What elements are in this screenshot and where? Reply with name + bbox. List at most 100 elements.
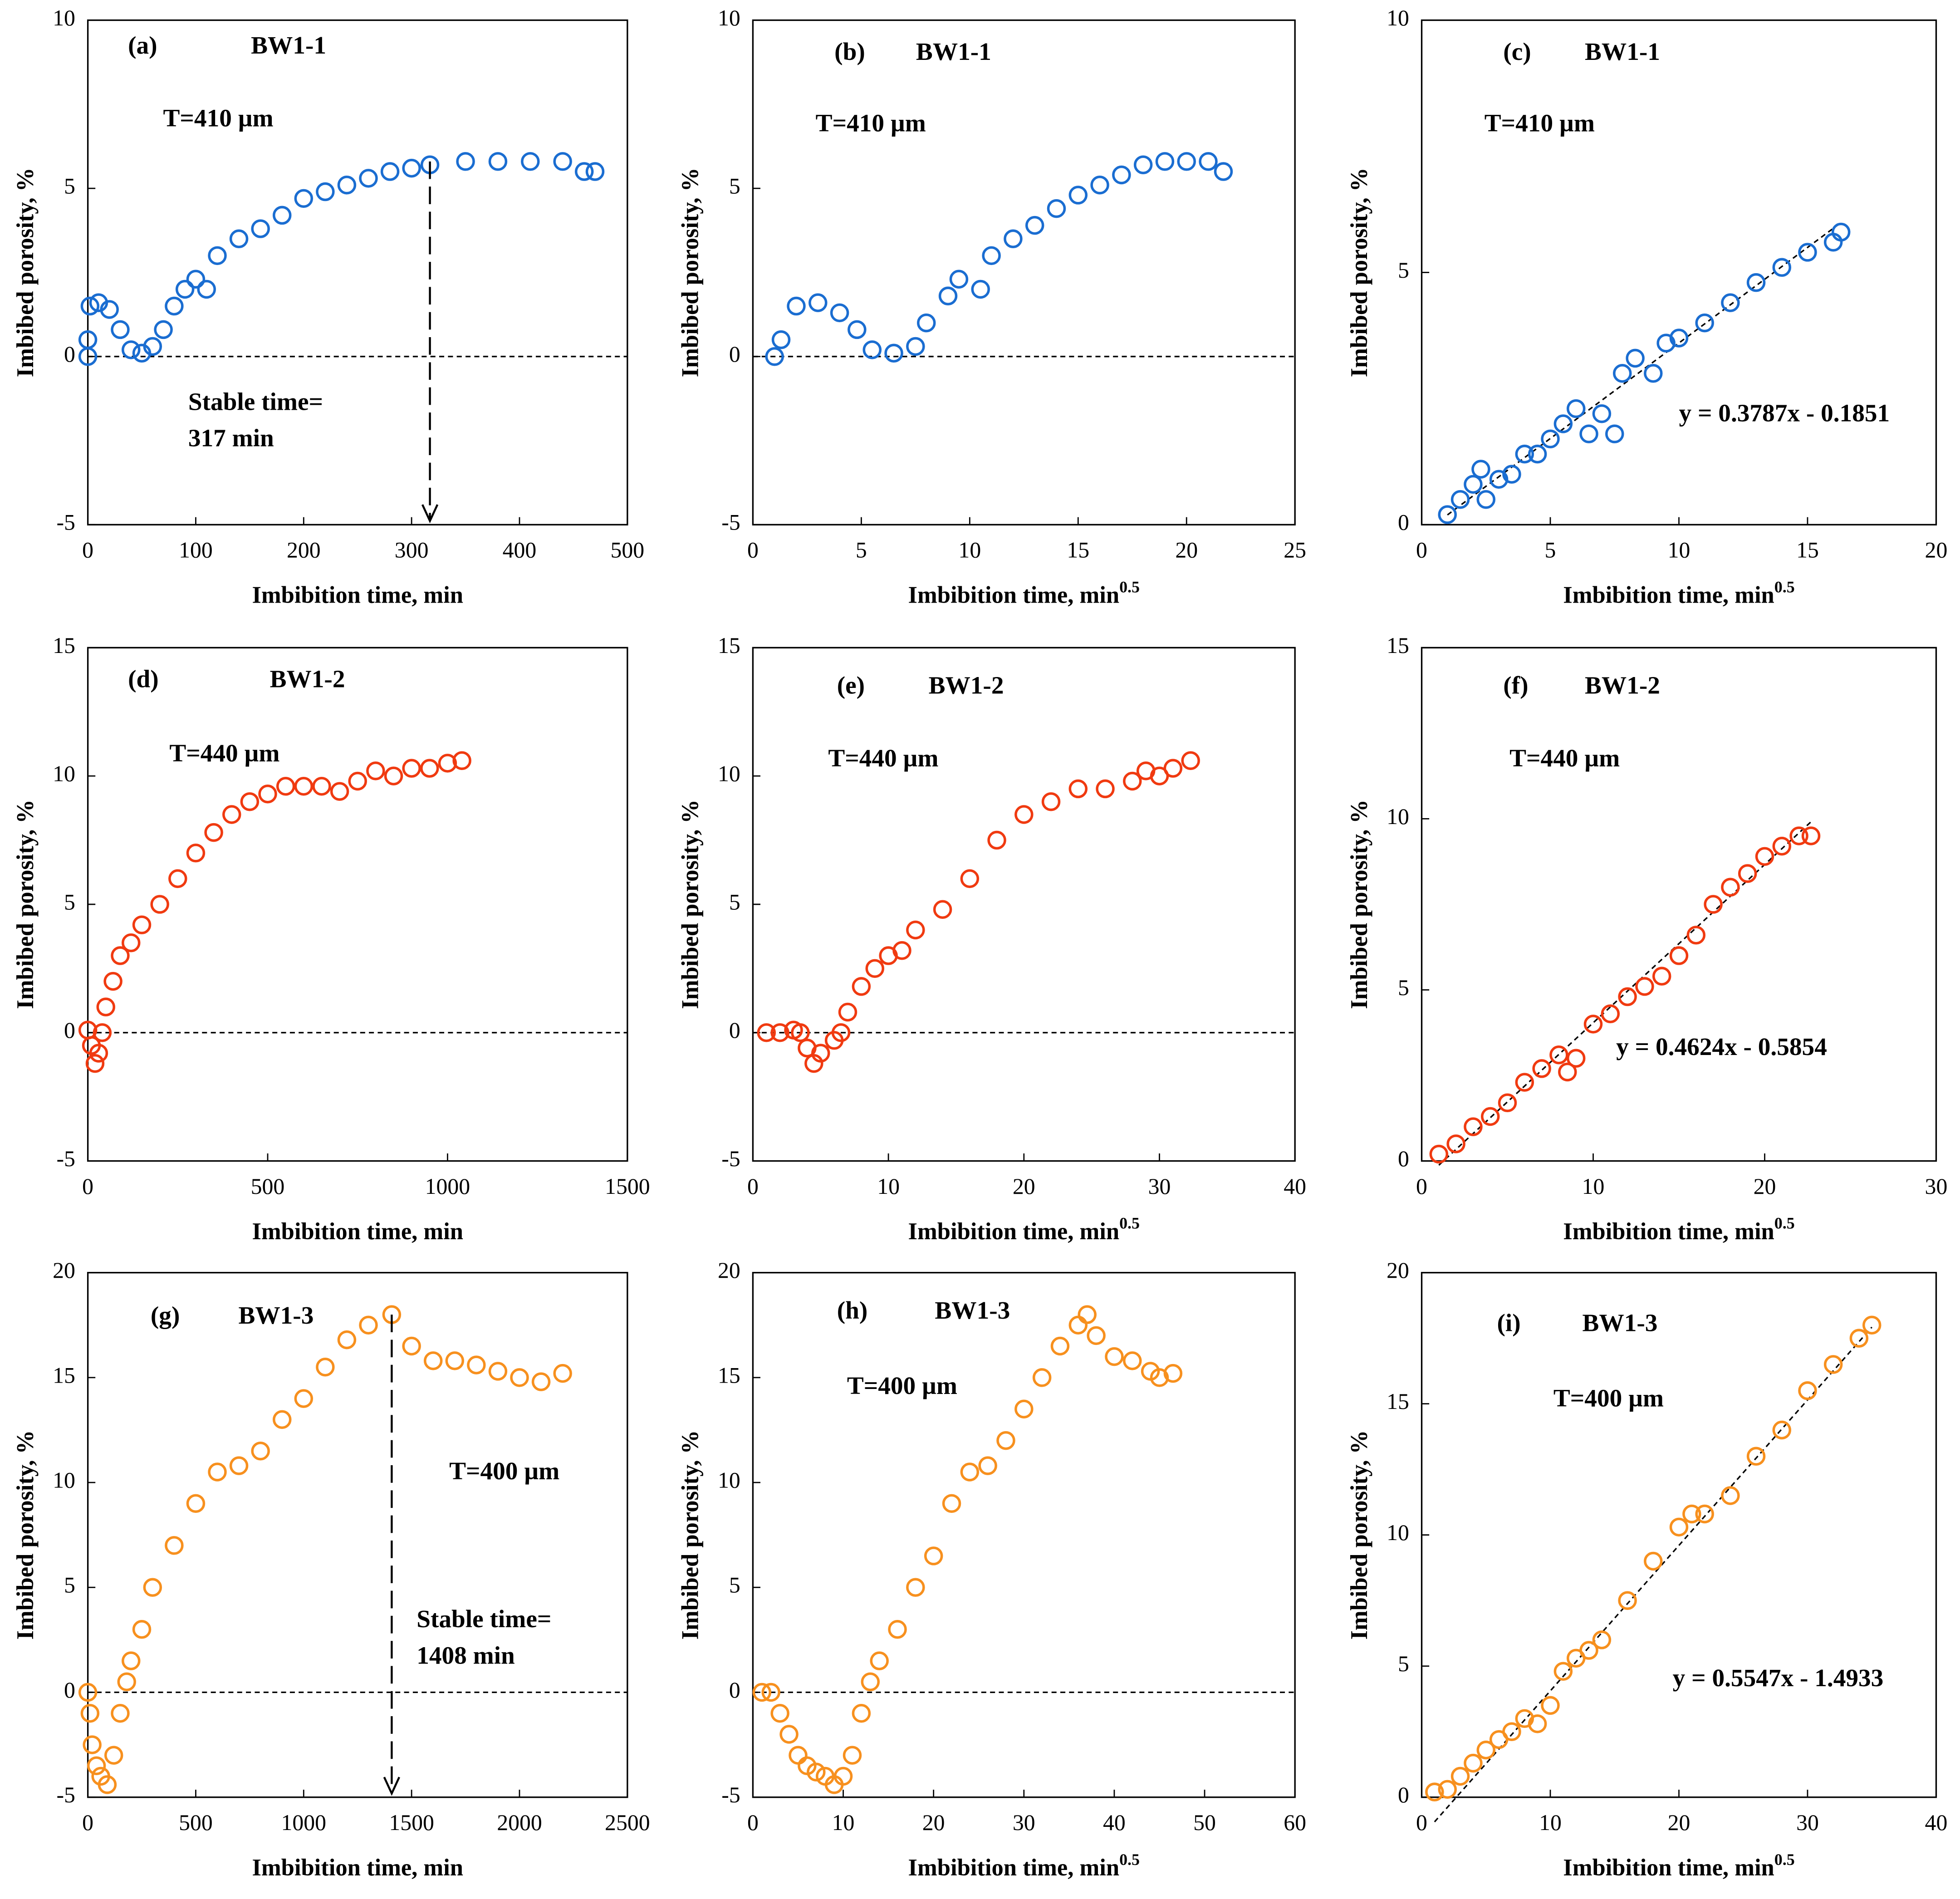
data-point [765,347,784,366]
data-point [942,1494,961,1513]
data-point [1831,222,1851,242]
thickness: T=410 µm [163,104,274,132]
data-point [1133,155,1153,174]
data-point [337,175,357,195]
data-point [852,977,871,996]
panel-letter: (h) [837,1296,868,1324]
x-tick-label: 10 [958,538,981,563]
data-point [445,1351,465,1370]
data-point [78,1683,98,1702]
y-tick-label: 10 [1387,5,1409,30]
data-point [1464,1117,1483,1136]
data-point [1163,759,1183,778]
x-tick-label: 500 [251,1174,285,1199]
sample-name: BW1-2 [929,672,1004,699]
x-axis-label: Imbibition time, min [252,1855,463,1881]
data-point [1464,475,1483,494]
x-tick-label: 0 [1416,1810,1427,1835]
data-point [488,152,508,171]
data-point [1214,162,1233,181]
data-point [1553,1662,1573,1681]
data-point [117,1672,136,1692]
data-point [420,759,439,778]
data-point [1068,186,1088,205]
x-axis-label-sup: 0.5 [1774,1214,1795,1232]
fit-equation: y = 0.3787x - 0.1851 [1679,399,1890,427]
y-tick-label: 5 [729,174,740,199]
y-tick-label: -5 [721,1146,740,1171]
fit-equation: y = 0.5547x - 1.4933 [1673,1664,1884,1692]
data-point [150,895,169,914]
data-point [488,1362,508,1381]
x-axis-label-sup: 0.5 [1119,578,1140,596]
data-point [348,771,367,791]
data-point [121,340,141,359]
data-point [1438,505,1457,524]
data-point [384,766,403,785]
data-point [949,270,969,289]
data-point [1644,1551,1663,1571]
data-point [1014,1399,1034,1418]
data-point [456,152,475,171]
sample-name: BW1-1 [916,38,991,65]
panel-letter: (e) [837,672,865,699]
data-point [1566,399,1586,418]
y-tick-label: 5 [64,1573,75,1598]
x-tick-label: 0 [82,538,93,563]
data-point [438,754,457,773]
y-tick-label: -5 [56,1782,75,1807]
data-point [80,1704,100,1723]
data-point [402,158,421,178]
x-tick-label: 20 [922,1810,945,1835]
data-point [1429,1144,1449,1164]
data-point [757,1023,776,1042]
x-axis-label-sup: 0.5 [1774,1850,1795,1869]
thickness: T=400 µm [449,1457,559,1485]
data-point [294,777,314,796]
data-point [154,320,173,339]
plot-frame [1421,647,1937,1162]
x-tick-label: 30 [1013,1810,1035,1835]
y-axis-label: Imbibed porosity, % [12,168,39,378]
x-tick-label: 10 [832,1810,855,1835]
panel: 0 10 20 30 40 0 5 10 15 20 Imbibition time, min0.5… [1346,1258,1948,1881]
x-tick-label: 30 [1148,1174,1171,1199]
data-point [938,286,958,306]
data-point [960,1462,980,1482]
x-tick-label: 30 [1925,1174,1948,1199]
data-point [1476,1740,1496,1760]
y-tick-label: 0 [729,1018,740,1043]
thickness: T=400 µm [847,1372,957,1399]
data-point [251,219,270,238]
data-point [1050,1336,1070,1356]
panel-letter: (f) [1503,672,1528,699]
x-tick-label: 20 [1754,1174,1776,1199]
x-tick-label: 15 [1796,538,1819,563]
data-point [1746,1447,1766,1466]
data-point [1541,1696,1560,1715]
data-point [272,206,292,225]
data-point [553,152,572,171]
y-tick-label: -5 [721,510,740,535]
data-point [1801,826,1821,845]
x-tick-label: 10 [1668,538,1690,563]
x-tick-label: 0 [82,1810,93,1835]
sample-name: BW1-1 [251,31,326,59]
data-point [1721,293,1740,312]
x-tick-label: 1000 [425,1174,470,1199]
plot-frame [87,19,628,525]
data-point [1669,946,1689,965]
panel-letter: (d) [128,665,159,693]
x-axis-label-text: Imbibition time, min [252,1218,463,1245]
data-point [1096,779,1115,799]
data-point [1738,864,1757,883]
data-point [1772,258,1792,277]
data-point [1669,329,1689,348]
data-point [1502,1722,1521,1741]
data-point [111,1704,130,1723]
data-point [1652,967,1671,986]
y-tick-label: 20 [718,1258,740,1283]
x-tick-label: 1000 [281,1810,327,1835]
